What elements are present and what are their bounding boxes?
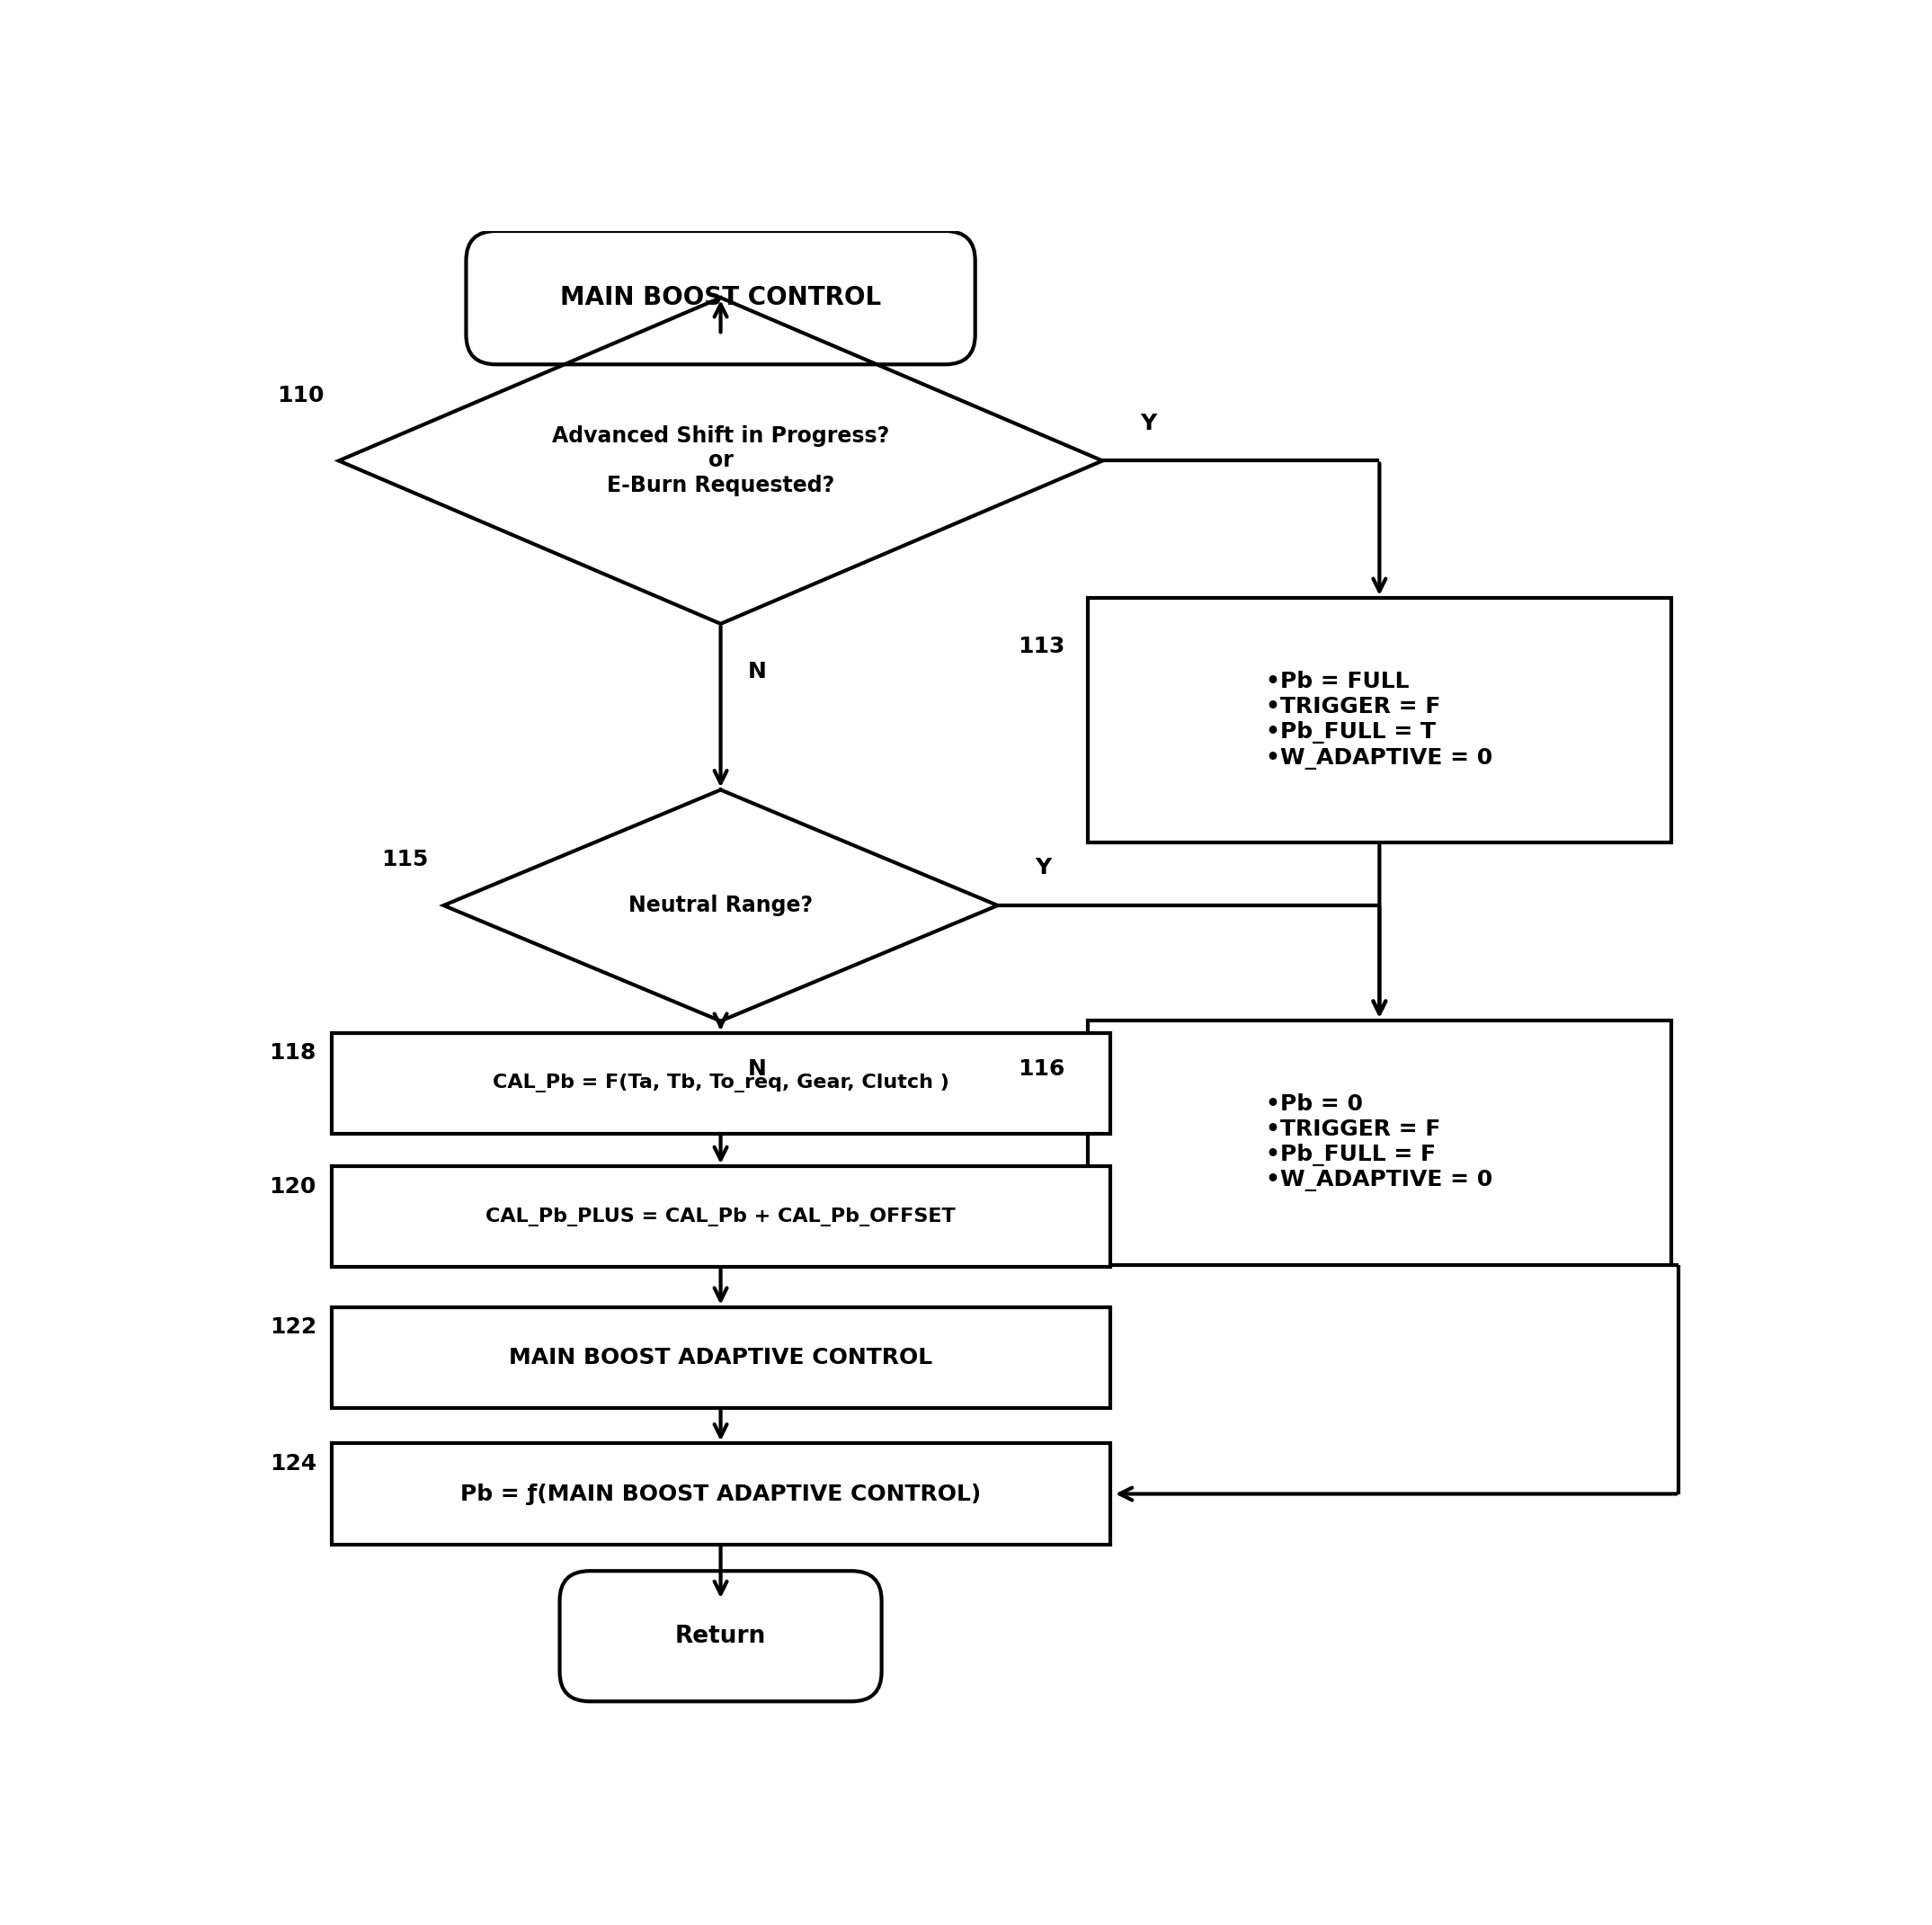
Text: MAIN BOOST ADAPTIVE CONTROL: MAIN BOOST ADAPTIVE CONTROL [508, 1347, 933, 1369]
Text: N: N [748, 1059, 767, 1080]
Bar [332, 1444, 1109, 1544]
Text: 110: 110 [276, 385, 325, 406]
FancyBboxPatch shape [560, 1571, 881, 1702]
Text: N: N [748, 660, 767, 683]
Bar [332, 1034, 1109, 1134]
Text: Advanced Shift in Progress?
or
E-Burn Requested?: Advanced Shift in Progress? or E-Burn Re… [553, 425, 889, 497]
Bar [1088, 1020, 1671, 1265]
Text: MAIN BOOST CONTROL: MAIN BOOST CONTROL [560, 285, 881, 310]
Bar [1088, 599, 1671, 843]
Text: 122: 122 [269, 1317, 317, 1338]
Text: 115: 115 [383, 849, 429, 870]
FancyBboxPatch shape [466, 231, 976, 364]
Text: 124: 124 [269, 1453, 317, 1475]
Text: CAL_Pb = F(Ta, Tb, To_req, Gear, Clutch ): CAL_Pb = F(Ta, Tb, To_req, Gear, Clutch … [493, 1074, 949, 1093]
Bar [332, 1307, 1109, 1407]
Text: Pb = ƒ(MAIN BOOST ADAPTIVE CONTROL): Pb = ƒ(MAIN BOOST ADAPTIVE CONTROL) [460, 1482, 981, 1505]
Text: Return: Return [674, 1625, 767, 1648]
Text: 116: 116 [1018, 1059, 1065, 1080]
Text: Y: Y [1036, 857, 1051, 878]
Text: •Pb = FULL
•TRIGGER = F
•Pb_FULL = T
•W_ADAPTIVE = 0: •Pb = FULL •TRIGGER = F •Pb_FULL = T •W_… [1265, 672, 1493, 770]
Text: 118: 118 [269, 1041, 317, 1065]
Text: Neutral Range?: Neutral Range? [628, 895, 813, 916]
Text: 120: 120 [269, 1176, 317, 1197]
Bar [332, 1167, 1109, 1267]
Text: •Pb = 0
•TRIGGER = F
•Pb_FULL = F
•W_ADAPTIVE = 0: •Pb = 0 •TRIGGER = F •Pb_FULL = F •W_ADA… [1265, 1093, 1493, 1192]
Text: 113: 113 [1018, 635, 1065, 658]
Text: Y: Y [1140, 412, 1155, 433]
Text: CAL_Pb_PLUS = CAL_Pb + CAL_Pb_OFFSET: CAL_Pb_PLUS = CAL_Pb + CAL_Pb_OFFSET [485, 1207, 956, 1226]
